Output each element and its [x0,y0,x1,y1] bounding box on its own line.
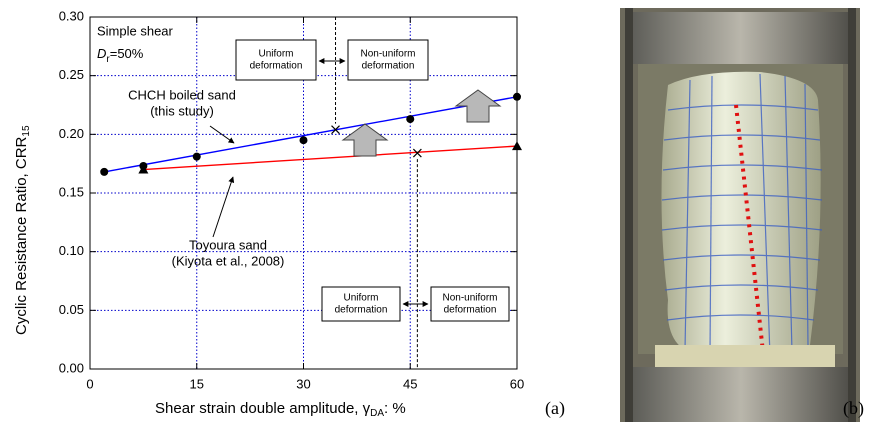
box-text: deformation [362,61,415,72]
y-axis-label-sub: 15 [21,125,32,137]
data-point [406,115,414,123]
y-axis-label: Cyclic Resistance Ratio, CRR15 [13,125,32,335]
x-axis-label-suffix: : % [384,400,406,417]
x-axis-label: Shear strain double amplitude, γDA: % [155,400,406,419]
series-note: (this study) [150,103,214,118]
box-text: deformation [250,61,303,72]
y-tick-label: 0.10 [59,243,84,258]
y-axis-label-main: Cyclic Resistance Ratio, CRR [13,136,30,335]
box-text: Uniform [343,293,378,304]
pointer-arrow [213,177,233,237]
box-text: deformation [335,305,388,316]
x-tick-label: 15 [190,376,204,391]
y-tick-label: 0.00 [59,360,84,375]
x-axis-label-main: Shear strain double amplitude, γ [155,400,371,417]
series-label: Toyoura sand [189,237,267,252]
box-text: deformation [444,305,497,316]
y-tick-label: 0.05 [59,302,84,317]
density-symbol: D [97,46,106,61]
annotation: Simple shear [97,23,174,38]
data-point [512,141,522,150]
box-text: Non-uniform [360,49,415,60]
x-axis-label-sub: DA [370,408,384,419]
series-note: (Kiyota et al., 2008) [172,253,285,268]
panel-label: (a) [545,398,565,419]
figure: 0 15 30 45 60 0.00 0.05 0.10 0.15 0.20 0.25 0.30 She… [0,0,875,428]
series-label: CHCH boiled sand [128,87,236,102]
block-arrow [343,124,387,156]
photo [620,8,860,422]
x-tick-label: 0 [86,376,93,391]
data-point [193,153,201,161]
x-tick-label: 30 [296,376,310,391]
data-point [300,136,308,144]
y-tick-label: 0.30 [59,8,84,23]
y-tick-label: 0.20 [59,126,84,141]
y-tick-label: 0.15 [59,184,84,199]
block-arrow [456,90,500,122]
data-point [513,93,521,101]
x-tick-label: 45 [403,376,417,391]
density-text: =50% [110,46,144,61]
box-text: Non-uniform [442,293,497,304]
y-tick-label: 0.25 [59,67,84,82]
data-point [100,168,108,176]
chart: 0 15 30 45 60 0.00 0.05 0.10 0.15 0.20 0.25 0.30 She… [13,8,524,418]
x-tick-label: 60 [510,376,524,391]
box-text: Uniform [258,49,293,60]
annotation: Dr=50% [97,46,144,64]
panel-label: (b) [843,398,864,419]
